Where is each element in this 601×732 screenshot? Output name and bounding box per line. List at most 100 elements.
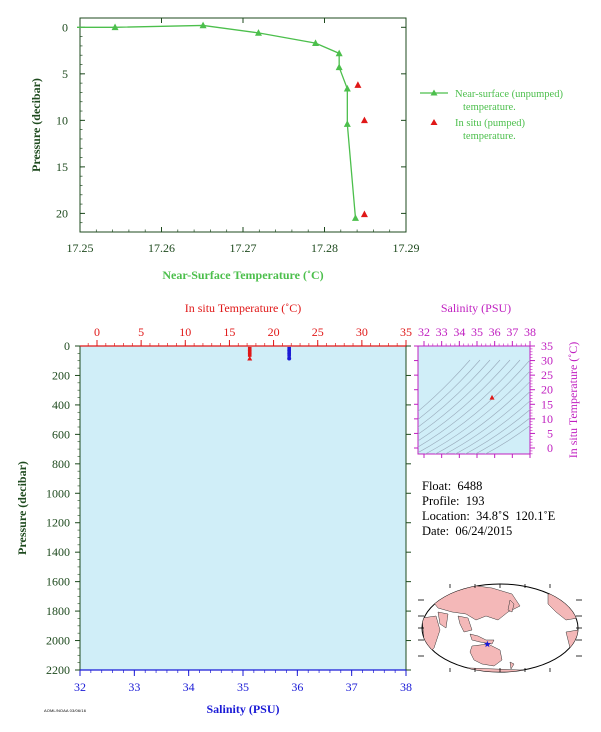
near-surface-point	[312, 39, 320, 46]
salinity-point	[287, 352, 291, 357]
near-surface-x-tick-label: 17.27	[230, 241, 257, 255]
float-id: Float: 6488	[422, 479, 483, 493]
star-icon	[484, 640, 491, 648]
pressure-tick-label: 1200	[46, 516, 70, 530]
near-surface-y-tick-label: 20	[56, 206, 68, 220]
near-surface-point	[351, 214, 359, 221]
salinity-point	[287, 349, 291, 354]
in-situ-point	[360, 210, 368, 218]
ts-temperature-tick-label: 15	[541, 397, 553, 411]
salinity-tick-label: 34	[183, 680, 195, 694]
float-location-marker	[484, 640, 491, 648]
temperature-tick-label: 20	[268, 325, 280, 339]
salinity-axis-label: Salinity (PSU)	[206, 702, 279, 716]
ts-temperature-tick-label: 5	[547, 426, 553, 440]
ts-temperature-tick-label: 35	[541, 339, 553, 353]
near-surface-y-tick-label: 10	[56, 113, 68, 127]
near-surface-x-tick-label: 17.28	[311, 241, 338, 255]
temperature-ticks: 0 5 10 15 20 25 30 35	[87, 325, 412, 346]
ts-point	[489, 394, 495, 400]
temperature-tick-label: 10	[179, 325, 191, 339]
ts-points	[489, 394, 495, 400]
ts-salinity-tick-label: 33	[436, 325, 448, 339]
near-surface-point	[335, 49, 343, 57]
map-graticule-ticks	[418, 584, 582, 672]
near-surface-x-ticks: 17.25 17.26 17.27 17.28 17.29	[67, 18, 420, 255]
near-surface-point	[343, 120, 351, 127]
near-surface-y-ticks: 0 5 10 15 20	[56, 20, 406, 233]
legend-in-situ-label: In situ (pumped) temperature.	[455, 118, 525, 142]
near-surface-x-tick-label: 17.25	[67, 241, 94, 255]
temperature-tick-label: 25	[312, 325, 324, 339]
legend-triangle-red-icon	[430, 119, 438, 125]
deep-profile-chart: 0 5 10 15 20 25 30 35 32 33 34 35 36 37 38 0 200 400 600…	[15, 301, 412, 716]
temperature-point	[247, 355, 253, 361]
pressure-tick-label: 800	[52, 457, 70, 471]
ts-salinity-tick-label: 34	[453, 325, 465, 339]
salinity-ticks: 32 33 34 35 36 37 38	[74, 670, 412, 694]
pressure-tick-label: 2000	[46, 634, 70, 648]
temperature-tick-label: 15	[223, 325, 235, 339]
ts-salinity-tick-label: 36	[489, 325, 501, 339]
near-surface-y-tick-label: 15	[56, 160, 68, 174]
pressure-tick-label: 1600	[46, 575, 70, 589]
in-situ-point	[360, 116, 368, 124]
ts-salinity-ticks: 32 33 34 35 36 37 38	[418, 325, 536, 458]
salinity-point	[287, 356, 292, 361]
near-surface-point	[199, 21, 207, 29]
near-surface-plot-frame	[79, 17, 407, 233]
pressure-tick-label: 600	[52, 427, 70, 441]
temperature-point	[247, 349, 252, 354]
near-surface-legend: Near-surface (unpumped) temperature. In s…	[420, 89, 563, 142]
in-situ-point	[354, 81, 362, 88]
near-surface-series	[77, 21, 368, 221]
ts-salinity-tick-label: 35	[471, 325, 483, 339]
temperature-tick-label: 35	[400, 325, 412, 339]
salinity-tick-label: 32	[74, 680, 86, 694]
ts-temperature-axis-label: In situ Temperature (˚C)	[566, 342, 580, 459]
temperature-tick-label: 0	[94, 325, 100, 339]
legend-near-surface-label: Near-surface (unpumped) temperature.	[455, 89, 563, 113]
pressure-tick-label: 1400	[46, 545, 70, 559]
profile-date: Date: 06/24/2015	[422, 524, 513, 538]
temperature-point	[247, 346, 252, 351]
near-surface-y-tick-label: 0	[62, 20, 68, 34]
near-surface-x-tick-label: 17.26	[148, 241, 175, 255]
near-surface-point	[335, 63, 343, 71]
near-surface-x-axis-label: Near-Surface Temperature (˚C)	[162, 268, 323, 282]
temperature-tick-label: 5	[138, 325, 144, 339]
pressure-tick-label: 400	[52, 398, 70, 412]
deep-profile-plot-area	[79, 345, 407, 671]
ts-salinity-tick-label: 37	[506, 325, 518, 339]
float-info: Float: 6488 Profile: 193 Location: 34.8˚…	[422, 479, 555, 539]
profile-number: Profile: 193	[422, 494, 485, 508]
temperature-point	[247, 352, 252, 357]
near-surface-x-tick-label: 17.29	[393, 241, 420, 255]
salinity-tick-label: 35	[237, 680, 249, 694]
ts-salinity-tick-label: 38	[524, 325, 536, 339]
pressure-axis-label: Pressure (decibar)	[15, 461, 29, 555]
pressure-tick-label: 1000	[46, 486, 70, 500]
near-surface-line	[77, 24, 357, 219]
world-map	[418, 583, 582, 673]
credit-text: AOML/NOAA 03/06/16	[44, 708, 87, 713]
pressure-tick-label: 2200	[46, 663, 70, 677]
salinity-tick-label: 37	[346, 680, 358, 694]
temperature-axis-label: In situ Temperature (˚C)	[185, 301, 302, 315]
pressure-tick-label: 0	[64, 339, 70, 353]
density-contours	[418, 359, 530, 454]
near-surface-point	[254, 29, 262, 36]
near-surface-point	[343, 84, 351, 92]
salinity-tick-label: 36	[291, 680, 303, 694]
pressure-ticks: 0 200 400 600 800 1000 1200 1400 1600 1800 2000 220…	[46, 339, 411, 677]
pressure-tick-label: 200	[52, 368, 70, 382]
salinity-tick-label: 38	[400, 680, 412, 694]
near-surface-chart: 17.25 17.26 17.27 17.28 17.29 0 5 10 15 20 Near-…	[29, 17, 420, 282]
ts-temperature-tick-label: 0	[547, 441, 553, 455]
ts-temperature-tick-label: 10	[541, 412, 553, 426]
temperature-tick-label: 30	[356, 325, 368, 339]
legend-triangle-green-icon	[430, 89, 438, 96]
pressure-tick-label: 1800	[46, 604, 70, 618]
